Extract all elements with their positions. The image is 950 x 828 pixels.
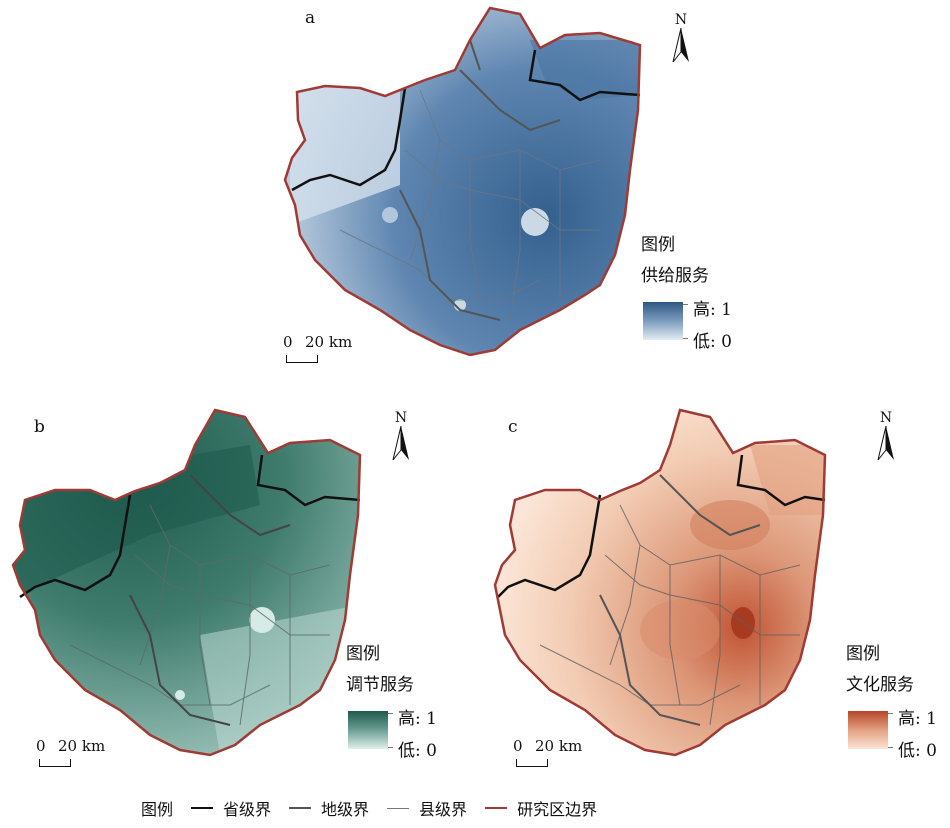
legend-low: 低: 0 — [693, 332, 732, 352]
legend-low: 低: 0 — [898, 741, 937, 761]
legend-item-county: 县级界 — [387, 796, 467, 820]
legend-ramp — [643, 302, 683, 340]
scale-bar: 0 20 km — [283, 333, 373, 365]
north-label: N — [394, 410, 408, 426]
map-cultural-service — [493, 408, 827, 757]
legend-ramp — [848, 711, 888, 749]
legend-low: 低: 0 — [398, 741, 437, 761]
panel-label: a — [305, 8, 316, 28]
scale-text: 20 km — [58, 737, 106, 755]
county-line-icon — [387, 807, 410, 809]
legend-title: 图例 — [346, 644, 380, 664]
scale-zero: 0 — [283, 333, 293, 351]
legend-name: 调节服务 — [346, 675, 414, 695]
north-label: N — [879, 410, 893, 426]
panel-c: c — [480, 405, 950, 780]
map-regulation-service — [11, 408, 362, 757]
prefecture-line-icon — [289, 807, 312, 809]
legend-item-label: 省级界 — [223, 800, 272, 819]
legend-ramp — [348, 711, 388, 749]
north-label: N — [674, 12, 688, 28]
legend-item-label: 地级界 — [321, 800, 370, 819]
boundary-legend: 图例 省级界 地级界 县级界 研究区边界 — [141, 796, 597, 820]
panel-label: b — [34, 417, 45, 437]
study-area-boundary — [11, 408, 362, 757]
legend-item-prefecture: 地级界 — [289, 796, 369, 820]
province-line-icon — [191, 807, 214, 809]
legend-title: 图例 — [641, 235, 675, 255]
legend-high: 高: 1 — [693, 300, 732, 320]
legend-high: 高: 1 — [898, 709, 937, 729]
north-arrow-icon: N — [668, 12, 694, 62]
study-area-line-icon — [485, 807, 508, 809]
study-area-boundary — [283, 6, 642, 357]
boundary-legend-title: 图例 — [141, 800, 174, 819]
study-area-boundary — [493, 408, 827, 757]
legend-item-study-area: 研究区边界 — [485, 796, 597, 820]
legend-name: 文化服务 — [846, 675, 914, 695]
legend-regulation: 图例 调节服务 高: 1 低: 0 — [346, 639, 466, 764]
legend-cultural: 图例 文化服务 高: 1 低: 0 — [846, 639, 950, 764]
map-supply-service — [283, 6, 642, 357]
legend-name: 供给服务 — [641, 266, 709, 286]
legend-high: 高: 1 — [398, 709, 437, 729]
legend-item-label: 研究区边界 — [517, 800, 598, 819]
north-arrow-icon: N — [388, 410, 414, 460]
legend-title: 图例 — [846, 644, 880, 664]
panel-a: a — [0, 0, 950, 380]
scale-zero: 0 — [513, 737, 523, 755]
legend-item-province: 省级界 — [191, 796, 271, 820]
scale-text: 20 km — [305, 333, 353, 351]
panel-label: c — [508, 417, 518, 437]
scale-zero: 0 — [36, 737, 46, 755]
legend-item-label: 县级界 — [419, 800, 468, 819]
legend-supply: 图例 供给服务 高: 1 低: 0 — [641, 230, 761, 355]
panel-b: b — [0, 405, 475, 780]
scale-bar: 0 20 km — [513, 737, 603, 769]
scale-bar: 0 20 km — [36, 737, 126, 769]
north-arrow-icon: N — [873, 410, 899, 460]
scale-text: 20 km — [535, 737, 583, 755]
